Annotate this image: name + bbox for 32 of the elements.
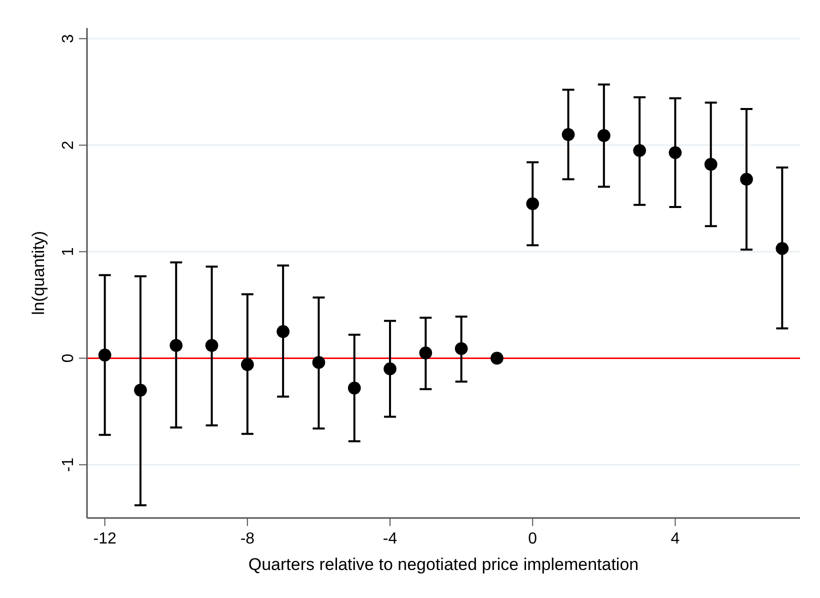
point <box>740 172 753 186</box>
point <box>98 348 112 362</box>
x-axis-title: Quarters relative to negotiated price implementation <box>248 555 639 574</box>
point <box>668 146 682 160</box>
x-tick-label: 0 <box>528 530 538 548</box>
point <box>134 384 147 397</box>
point <box>312 356 326 369</box>
point <box>562 128 575 141</box>
point <box>633 144 646 157</box>
point <box>597 129 610 142</box>
point <box>419 346 432 360</box>
point <box>240 358 254 372</box>
point <box>384 362 396 376</box>
x-tick-label: -4 <box>382 530 398 548</box>
x-tick-label: -8 <box>240 530 255 548</box>
y-tick-label: 1 <box>60 247 77 256</box>
point <box>205 339 218 352</box>
point <box>170 339 183 352</box>
point <box>776 242 789 255</box>
point <box>704 158 718 171</box>
y-tick-label: 2 <box>60 140 77 150</box>
point <box>348 382 361 394</box>
x-tick-label: -12 <box>93 530 116 548</box>
point <box>454 342 468 356</box>
point <box>276 325 290 338</box>
x-tick-label: 4 <box>670 530 680 548</box>
y-tick-label: 0 <box>60 354 77 363</box>
y-tick-label: 3 <box>60 34 77 44</box>
y-axis-title: ln(quantity) <box>29 230 48 316</box>
point <box>490 352 504 365</box>
y-tick-label: -1 <box>60 458 77 472</box>
point <box>526 197 540 210</box>
